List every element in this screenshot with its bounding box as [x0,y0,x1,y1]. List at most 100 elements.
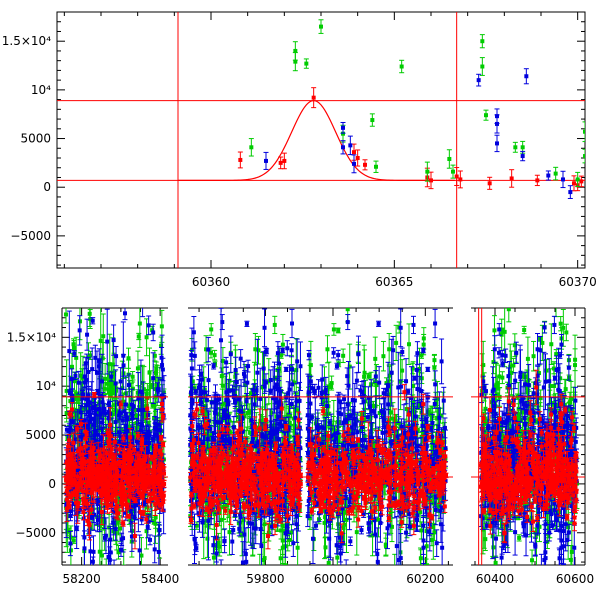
bottom-data-point [83,484,89,499]
bottom-data-point [151,465,157,472]
bottom-data-point [192,524,198,556]
bottom-data-point [84,515,90,527]
bottom-data-point [153,364,159,382]
bottom-data-point [362,349,368,397]
bottom-data-point [153,443,159,450]
bottom-data-point [131,494,137,504]
bottom-segment [471,308,585,565]
bottom-data-point [65,481,71,495]
bottom-data-point [122,308,128,321]
bottom-data-point [146,315,152,336]
bottom-data-point [289,399,295,409]
bottom-data-point [75,434,81,469]
bottom-data-point [108,498,114,513]
bottom-data-point [81,530,87,565]
top-data-point [303,58,309,69]
bottom-data-point [341,394,347,404]
bottom-data-point [285,569,290,576]
bottom-data-point [139,436,145,452]
bottom-data-point [411,375,417,381]
bottom-data-point [280,347,286,354]
bottom-data-point [425,424,431,431]
top-data-point [560,170,566,189]
bottom-data-point [150,434,156,442]
bottom-data-point [243,548,249,565]
top-data-point [553,166,559,181]
bottom-x-tick-label: 60200 [406,572,444,586]
bottom-data-point [113,346,119,367]
bottom-data-point [544,359,550,383]
bottom-data-point [211,362,217,370]
bottom-data-point [356,505,362,511]
bottom-data-point [76,370,82,395]
bottom-data-point [90,556,96,565]
bottom-data-point [219,367,225,385]
bottom-y-tick-label: 5000 [25,428,56,442]
bottom-data-point [254,386,260,396]
bottom-data-point [355,335,361,373]
bottom-data-point [247,461,253,468]
top-y-tick-label: 10⁴ [31,83,51,97]
bottom-data-point [294,395,300,408]
bottom-data-point [297,579,302,600]
bottom-data-point [96,463,102,470]
bottom-data-point [140,308,146,318]
bottom-data-point [157,524,163,536]
bottom-data-point [372,336,378,382]
bottom-data-point [75,472,81,481]
bottom-data-point [439,524,445,565]
bottom-data-point [80,486,86,496]
bottom-data-point [146,513,152,530]
top-x-tick-label: 60365 [375,275,413,289]
bottom-data-point [359,453,365,460]
bottom-data-point [307,442,313,448]
bottom-data-point [376,320,382,327]
bottom-segment [62,308,168,565]
bottom-data-point [262,533,268,565]
bottom-data-point [283,424,289,431]
bottom-data-point [116,443,122,455]
bottom-data-point [233,356,239,384]
bottom-data-point [241,502,247,509]
bottom-data-point [157,448,163,455]
bottom-data-point [109,450,115,459]
bottom-data-point [419,372,425,385]
bottom-data-point [217,580,222,591]
bottom-x-tick-label: 59800 [246,572,284,586]
bottom-data-point [106,442,112,448]
bottom-data-point [86,403,92,421]
top-model-curve [178,99,455,181]
top-y-tick-label: −5000 [10,229,51,243]
bottom-data-point [347,536,353,547]
bottom-data-point [105,478,111,485]
bottom-data-point [326,476,332,482]
bottom-data-point [150,402,156,409]
top-data-point [479,34,485,49]
bottom-data-point [118,400,124,409]
bottom-data-point [81,498,87,505]
top-data-point [424,161,430,182]
top-data-point [494,134,500,153]
top-data-point [450,164,456,179]
bottom-data-point [118,367,124,396]
bottom-data-point [226,379,232,402]
bottom-data-point [150,352,156,405]
bottom-data-point [568,544,574,565]
bottom-data-point [245,359,251,373]
top-data-point [446,149,452,169]
bottom-data-point [140,509,146,517]
bottom-data-point [80,388,86,401]
bottom-x-tick-label: 60000 [314,572,352,586]
bottom-data-point [77,315,83,346]
bottom-data-point [335,327,341,334]
top-data-point [311,87,317,109]
bottom-x-tick-label: 58400 [141,572,179,586]
bottom-data-point [312,388,318,395]
bottom-data-point [118,480,124,491]
top-data-point [457,170,463,189]
bottom-data-point [99,469,105,481]
bottom-data-point [439,338,445,385]
bottom-data-point [124,503,130,511]
bottom-data-point [88,451,94,467]
bottom-data-point [100,313,106,359]
